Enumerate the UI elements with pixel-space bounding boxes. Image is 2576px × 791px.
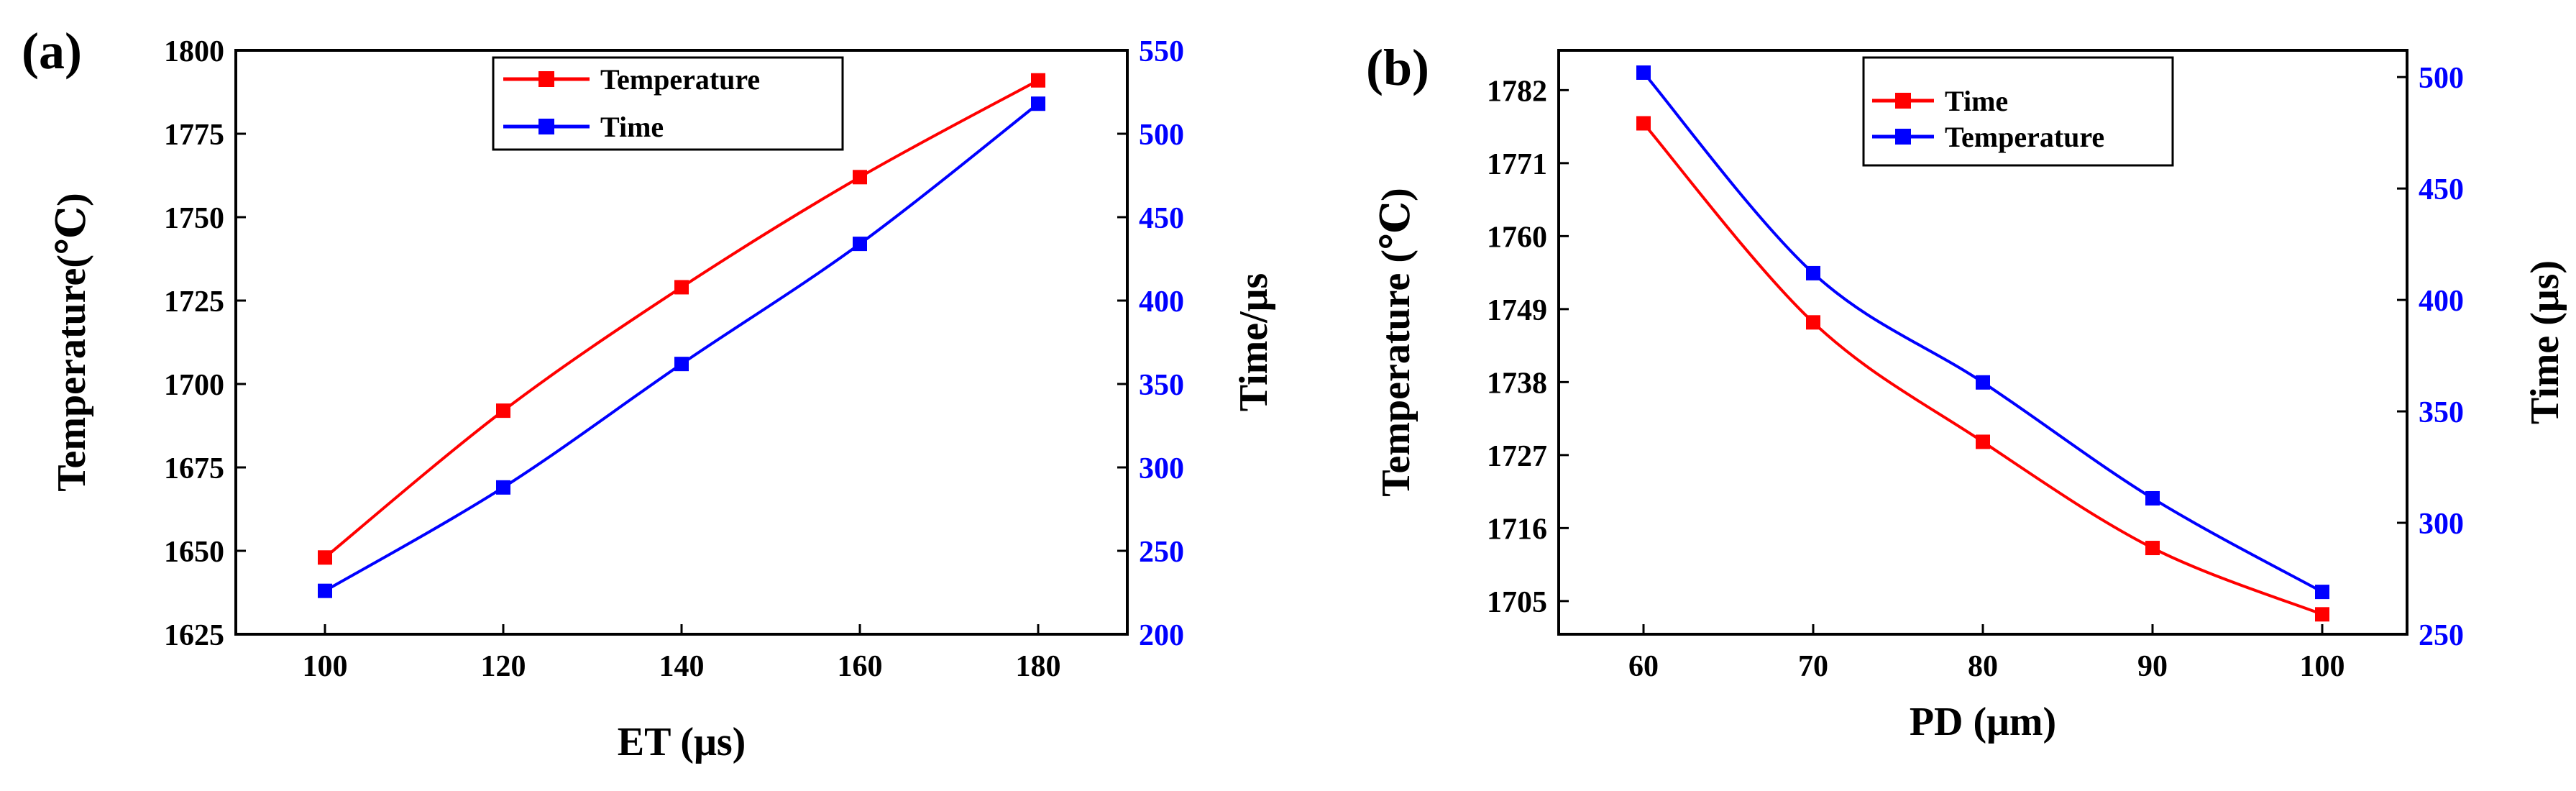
y-tick-label-left: 1700	[164, 369, 224, 402]
plot-area: 100 120 140 160 180 1625 1650 1675 1700 1725 1750 1…	[164, 35, 1184, 683]
data-point-temperature	[2145, 490, 2160, 506]
legend-label: Temperature	[1945, 121, 2104, 153]
y-tick-label-right: 250	[1139, 536, 1184, 569]
data-point-time	[318, 583, 332, 598]
y-tick-label-right: 250	[2419, 619, 2464, 652]
y-tick-label-left: 1705	[1487, 586, 1547, 619]
y-tick-label-left: 1725	[164, 285, 224, 319]
x-axis-title: PD (μm)	[1910, 700, 2056, 744]
y-tick-label-right: 450	[1139, 202, 1184, 235]
x-tick-label: 60	[1628, 650, 1659, 683]
data-point-temperature	[674, 280, 689, 295]
y-tick-label-right: 400	[2419, 285, 2464, 318]
y-axis-title-left: Temperature(℃)	[50, 193, 94, 491]
panel-label: (b)	[1366, 39, 1429, 96]
y-tick-label-left: 1675	[164, 452, 224, 485]
panel-b: (b) 60 70 80 90 100 1705 1716 1727 1738 1749 1760 1…	[1366, 39, 2567, 744]
x-tick-label: 160	[838, 650, 883, 683]
y-tick-label-left: 1775	[164, 119, 224, 152]
y-tick-label-left: 1750	[164, 202, 224, 235]
data-point-temperature	[1806, 265, 1820, 280]
series-line-temperature	[324, 79, 1039, 559]
legend: Time Temperature	[1862, 56, 2174, 167]
data-point-time	[1806, 315, 1820, 330]
y-axis-title-right: Time/μs	[1232, 273, 1276, 412]
data-point-time	[1976, 434, 1990, 449]
panel-a: (a) 100 120 140 160 180162516501675170017251…	[22, 22, 1276, 764]
y-tick-label-left: 1782	[1487, 75, 1547, 108]
y-tick-label-left: 1625	[164, 619, 224, 652]
data-point-temperature	[318, 550, 332, 565]
legend-swatch-marker	[538, 71, 554, 87]
x-tick-label: 180	[1016, 650, 1061, 683]
y-tick-label-left: 1749	[1487, 294, 1547, 327]
legend-box	[1862, 56, 2174, 167]
y-tick-label-right: 500	[1139, 119, 1184, 152]
legend-swatch-marker	[1895, 129, 1911, 145]
data-point-temperature	[2315, 585, 2329, 600]
x-tick-label: 100	[303, 650, 348, 683]
x-tick-label: 120	[481, 650, 526, 683]
y-tick-label-right: 550	[1139, 35, 1184, 68]
data-point-time	[2145, 541, 2160, 556]
data-point-time	[674, 357, 689, 372]
x-tick-label: 90	[2137, 650, 2168, 683]
data-point-time	[2315, 607, 2329, 622]
y-tick-label-left: 1727	[1487, 440, 1547, 473]
y-tick-label-left: 1650	[164, 536, 224, 569]
data-point-temperature	[496, 403, 510, 419]
data-point-temperature	[1636, 65, 1651, 80]
y-tick-label-right: 500	[2419, 62, 2464, 95]
data-point-temperature	[853, 170, 867, 185]
data-point-time	[1031, 96, 1045, 111]
legend-swatch-marker	[1895, 93, 1911, 109]
data-point-temperature	[1976, 375, 1990, 390]
legend-label: Time	[1945, 85, 2008, 117]
legend-label: Temperature	[600, 63, 760, 96]
y-tick-label-right: 350	[1139, 369, 1184, 402]
series-line-time	[1642, 122, 2323, 616]
panel-label: (a)	[22, 22, 82, 80]
y-axis-title-left: Temperature (℃)	[1374, 188, 1418, 496]
data-point-time	[1636, 116, 1651, 131]
x-tick-label: 70	[1798, 650, 1828, 683]
y-tick-label-left: 1716	[1487, 513, 1547, 546]
y-tick-label-right: 400	[1139, 285, 1184, 319]
y-tick-label-left: 1738	[1487, 367, 1547, 400]
y-tick-label-right: 200	[1139, 619, 1184, 652]
y-tick-label-right: 450	[2419, 173, 2464, 206]
data-point-temperature	[1031, 73, 1045, 88]
legend: Temperature Time	[492, 56, 844, 151]
y-tick-label-left: 1760	[1487, 221, 1547, 254]
legend-swatch-marker	[538, 119, 554, 134]
y-tick-label-right: 300	[1139, 452, 1184, 485]
y-tick-label-right: 350	[2419, 396, 2464, 429]
x-axis-title: ET (μs)	[618, 720, 746, 764]
legend-label: Time	[600, 111, 664, 143]
y-tick-label-left: 1800	[164, 35, 224, 68]
x-tick-label: 140	[659, 650, 705, 683]
x-tick-label: 80	[1968, 650, 1998, 683]
plot-area: 60 70 80 90 100 1705 1716 1727 1738 1749 1760 1771 1…	[1487, 62, 2464, 683]
data-point-time	[496, 480, 510, 495]
data-point-time	[853, 237, 867, 252]
x-tick-label: 100	[2300, 650, 2345, 683]
y-tick-label-right: 300	[2419, 508, 2464, 541]
series-line-time	[324, 102, 1040, 593]
y-axis-title-right: Time (μs)	[2523, 260, 2567, 424]
y-tick-label-left: 1771	[1487, 148, 1547, 181]
